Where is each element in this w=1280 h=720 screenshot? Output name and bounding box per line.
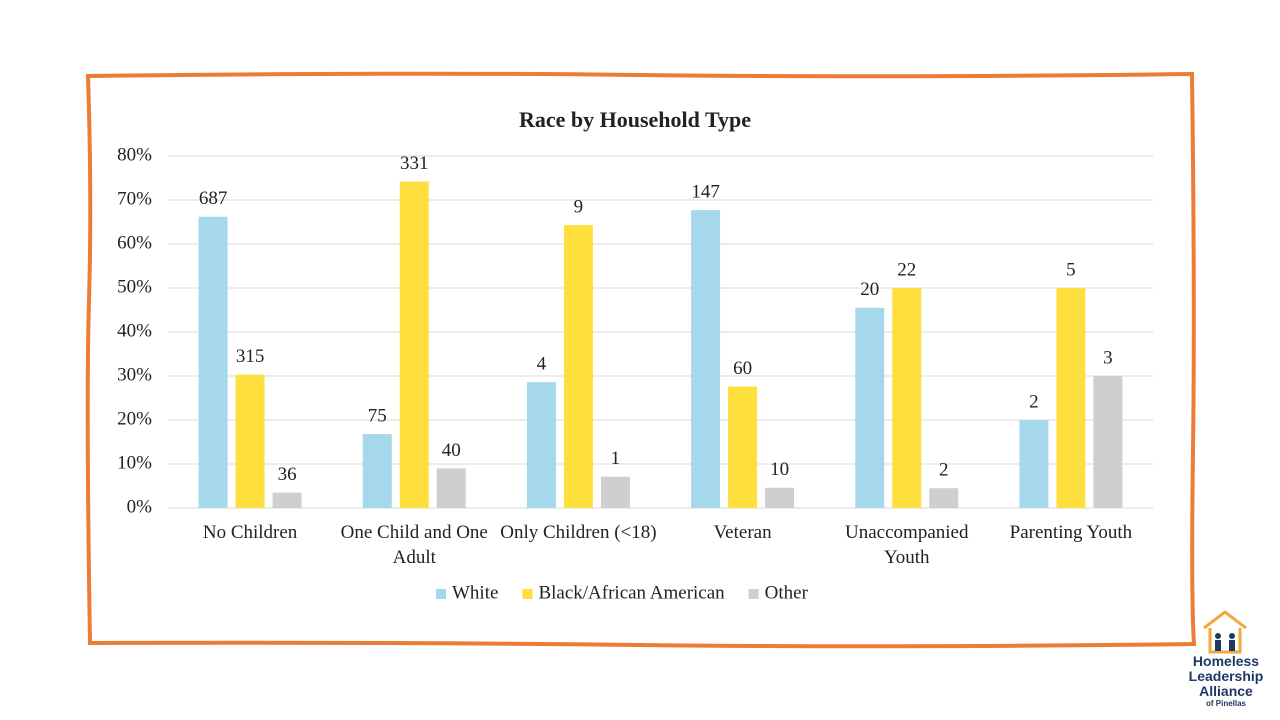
- logo-icon: [1203, 610, 1247, 654]
- frame: [85, 71, 1197, 649]
- bar: [272, 492, 302, 508]
- y-tick-label: 50%: [117, 276, 152, 297]
- y-tick-label: 10%: [117, 452, 152, 473]
- legend-swatch: [748, 589, 759, 599]
- legend-label: Black/African American: [538, 582, 725, 603]
- data-label: 9: [574, 196, 584, 217]
- bar: [600, 476, 630, 508]
- data-label: 5: [1066, 259, 1076, 280]
- x-tick-label: One Child and One Adult: [340, 522, 488, 568]
- data-label: 4: [537, 354, 547, 375]
- legend-swatch: [436, 589, 446, 599]
- legend-label: Other: [765, 582, 809, 603]
- data-label: 10: [770, 459, 789, 480]
- bar: [1093, 376, 1123, 508]
- x-tick-label: Unaccompanied Youth: [845, 522, 969, 568]
- y-tick-label: 70%: [117, 188, 152, 209]
- y-tick-label: 80%: [117, 144, 152, 165]
- bar: [765, 487, 795, 508]
- bar: [399, 181, 429, 508]
- data-label: 40: [442, 440, 461, 461]
- data-label: 75: [368, 405, 387, 426]
- bar: [362, 434, 392, 508]
- data-label: 2: [939, 460, 949, 481]
- data-label: 1: [611, 448, 621, 469]
- x-tick-label: Only Children (<18): [500, 522, 657, 543]
- x-tick-label: Parenting Youth: [1009, 522, 1133, 543]
- data-label: 331: [400, 153, 429, 174]
- bar: [892, 288, 922, 508]
- data-label: 60: [733, 358, 752, 379]
- bar: [198, 216, 228, 508]
- logo: Homeless Leadership Alliance of Pinellas: [1172, 653, 1280, 709]
- bar: [929, 488, 959, 508]
- data-label: 3: [1103, 347, 1113, 368]
- logo-subtitle: of Pinellas: [1205, 699, 1246, 708]
- data-label: 687: [199, 188, 228, 209]
- bar: [526, 382, 556, 508]
- data-label: 147: [691, 181, 720, 202]
- bar: [235, 374, 265, 508]
- y-tick-label: 30%: [117, 364, 152, 385]
- logo-line: Leadership: [1188, 668, 1264, 684]
- bar: [728, 386, 758, 508]
- y-tick-label: 20%: [117, 408, 152, 429]
- bar: [1056, 288, 1086, 508]
- data-label: 315: [236, 346, 265, 367]
- bar: [563, 225, 593, 508]
- bar: [691, 210, 721, 508]
- data-label: 22: [897, 259, 916, 280]
- data-label: 2: [1029, 391, 1039, 412]
- data-label: 20: [860, 279, 879, 300]
- chart-title: Race by Household Type: [519, 107, 751, 132]
- legend-label: White: [452, 582, 498, 603]
- logo-line: Alliance: [1199, 683, 1253, 699]
- x-tick-label: No Children: [202, 522, 298, 543]
- x-tick-label: Veteran: [713, 522, 772, 543]
- bar: [436, 468, 466, 508]
- y-tick-label: 0%: [127, 496, 153, 517]
- bar: [855, 307, 885, 508]
- y-tick-label: 60%: [117, 232, 152, 253]
- legend-swatch: [522, 589, 533, 599]
- data-label: 36: [278, 464, 297, 485]
- y-tick-label: 40%: [117, 320, 152, 341]
- bar: [1019, 420, 1049, 508]
- logo-line: Homeless: [1192, 653, 1260, 669]
